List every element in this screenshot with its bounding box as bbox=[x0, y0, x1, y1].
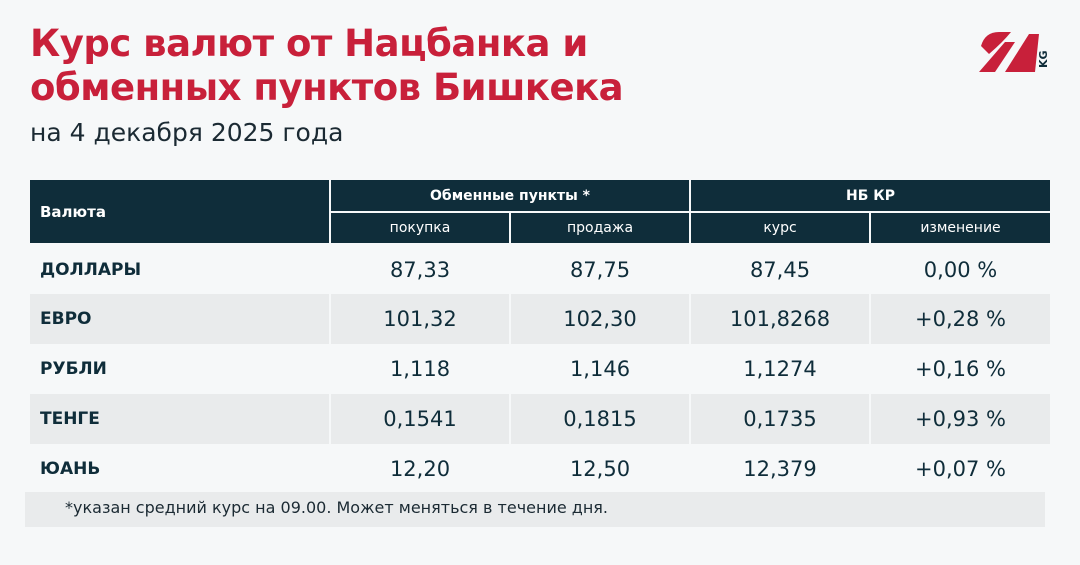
subtitle: на 4 декабря 2025 года bbox=[30, 118, 344, 147]
cell-rate: 12,379 bbox=[689, 444, 871, 494]
24kg-logo: KG bbox=[979, 32, 1050, 72]
cell-buy: 101,32 bbox=[329, 294, 511, 344]
page-title: Курс валют от Нацбанка и обменных пункто… bbox=[30, 22, 624, 110]
cell-sell: 1,146 bbox=[509, 344, 691, 394]
cell-name: ЕВРО bbox=[30, 294, 331, 344]
header-nbkr: НБ КР bbox=[689, 180, 1050, 213]
header-exchange-points: Обменные пункты * bbox=[329, 180, 691, 213]
cell-change: +0,28 % bbox=[869, 294, 1050, 344]
cell-change: 0,00 % bbox=[869, 244, 1050, 294]
cell-sell: 12,50 bbox=[509, 444, 691, 494]
header-change: изменение bbox=[869, 212, 1050, 245]
cell-buy: 1,118 bbox=[329, 344, 511, 394]
title-line-1: Курс валют от Нацбанка и bbox=[30, 22, 588, 65]
cell-name: РУБЛИ bbox=[30, 344, 331, 394]
header-rate: курс bbox=[689, 212, 871, 245]
cell-buy: 0,1541 bbox=[329, 394, 511, 444]
cell-change: +0,93 % bbox=[869, 394, 1050, 444]
cell-rate: 101,8268 bbox=[689, 294, 871, 344]
currency-table: Валюта Обменные пункты * НБ КР покупка п… bbox=[30, 180, 1050, 494]
table-row: ЮАНЬ 12,20 12,50 12,379 +0,07 % bbox=[30, 444, 1050, 494]
svg-text:KG: KG bbox=[1037, 50, 1050, 68]
header-currency: Валюта bbox=[30, 180, 331, 245]
cell-rate: 87,45 bbox=[689, 244, 871, 294]
table-row: ДОЛЛАРЫ 87,33 87,75 87,45 0,00 % bbox=[30, 244, 1050, 294]
cell-buy: 12,20 bbox=[329, 444, 511, 494]
table-row: РУБЛИ 1,118 1,146 1,1274 +0,16 % bbox=[30, 344, 1050, 394]
table-row: ЕВРО 101,32 102,30 101,8268 +0,28 % bbox=[30, 294, 1050, 344]
table-row: ТЕНГЕ 0,1541 0,1815 0,1735 +0,93 % bbox=[30, 394, 1050, 444]
cell-rate: 0,1735 bbox=[689, 394, 871, 444]
cell-rate: 1,1274 bbox=[689, 344, 871, 394]
cell-name: ТЕНГЕ bbox=[30, 394, 331, 444]
cell-name: ЮАНЬ bbox=[30, 444, 331, 494]
cell-sell: 0,1815 bbox=[509, 394, 691, 444]
header-sell: продажа bbox=[509, 212, 691, 245]
cell-sell: 87,75 bbox=[509, 244, 691, 294]
cell-name: ДОЛЛАРЫ bbox=[30, 244, 331, 294]
footnote: *указан средний курс на 09.00. Может мен… bbox=[25, 492, 1045, 527]
header-buy: покупка bbox=[329, 212, 511, 245]
cell-buy: 87,33 bbox=[329, 244, 511, 294]
cell-change: +0,07 % bbox=[869, 444, 1050, 494]
cell-change: +0,16 % bbox=[869, 344, 1050, 394]
title-line-2: обменных пунктов Бишкека bbox=[30, 66, 624, 109]
cell-sell: 102,30 bbox=[509, 294, 691, 344]
